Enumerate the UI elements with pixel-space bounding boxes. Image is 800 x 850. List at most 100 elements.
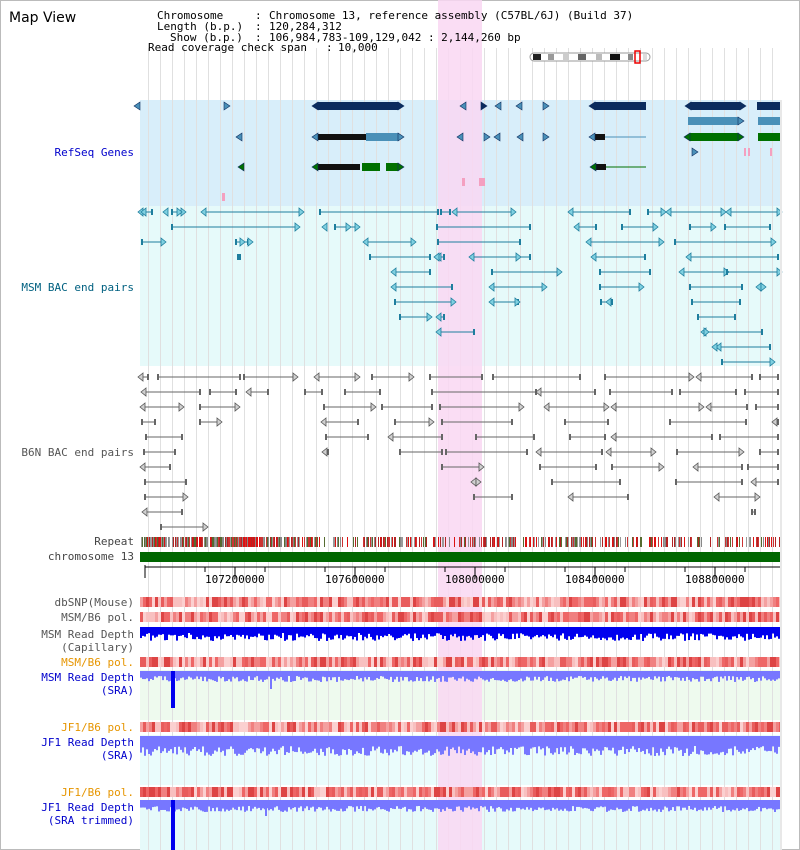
msm-b6-pol-cell xyxy=(227,612,230,622)
gene-arrow xyxy=(516,132,524,142)
msm-b6-pol-cell xyxy=(620,612,623,622)
track-label-jf1-b6-pol-2[interactable]: JF1/B6 pol. xyxy=(61,786,134,799)
jf1-sra-depth-bar xyxy=(638,736,640,749)
msm-sra-depth-bar xyxy=(620,671,622,677)
track-label-jf1-b6-pol-1[interactable]: JF1/B6 pol. xyxy=(61,721,134,734)
msm-sra-depth-bar xyxy=(778,671,780,679)
msm-capillary-depth-bar xyxy=(386,627,388,637)
jf1-trim-depth-bar xyxy=(638,800,640,812)
track-label-jf1-read-depth-trim[interactable]: JF1 Read Depth (SRA trimmed) xyxy=(41,801,134,827)
dbsnp-cell xyxy=(761,597,764,607)
jf1-sra-depth-bar xyxy=(708,736,710,755)
repeat-mark xyxy=(758,537,759,547)
msm-sra-depth-bar xyxy=(606,671,608,678)
msm-sra-depth-bar xyxy=(140,671,142,678)
msm-b6-pol-cell xyxy=(188,612,191,622)
track-label-refseq[interactable]: RefSeq Genes xyxy=(54,146,134,159)
msm-b6-pol-sra-cell xyxy=(650,657,653,667)
msm-b6-pol-cell xyxy=(149,612,152,622)
msm-capillary-depth-bar xyxy=(510,627,512,640)
jf1-trim-depth-bar xyxy=(196,800,198,808)
track-label-msm-read-depth-sra[interactable]: MSM Read Depth (SRA) xyxy=(41,671,134,697)
msm-capillary-depth-bar xyxy=(402,627,404,636)
msm-bac-arrow xyxy=(176,207,183,217)
jf1-b6-pol-trim-cell xyxy=(668,787,671,797)
repeat-mark xyxy=(625,537,626,547)
track-label-msm-bac[interactable]: MSM BAC end pairs xyxy=(21,281,134,294)
jf1-b6-pol-trim-cell xyxy=(380,787,383,797)
jf1-trim-depth-bar xyxy=(258,800,260,808)
msm-capillary-depth-bar xyxy=(168,627,170,635)
track-label-chromosome[interactable]: chromosome 13 xyxy=(47,550,134,563)
jf1-b6-pol-cell xyxy=(371,722,374,732)
msm-sra-depth-bar xyxy=(192,671,194,680)
msm-capillary-depth-bar xyxy=(442,627,444,640)
dbsnp-cell xyxy=(383,597,386,607)
jf1-b6-pol-trim-cell xyxy=(728,787,731,797)
msm-b6-pol-sra-cell xyxy=(731,657,734,667)
jf1-sra-depth-bar xyxy=(170,736,172,750)
dbsnp-cell xyxy=(749,597,752,607)
msm-sra-depth-bar xyxy=(398,671,400,682)
repeat-mark xyxy=(461,537,462,547)
msm-b6-pol-cell xyxy=(596,612,599,622)
jf1-b6-pol-trim-cell xyxy=(206,787,209,797)
msm-capillary-depth-bar xyxy=(692,627,694,634)
track-label-jf1-read-depth-sra[interactable]: JF1 Read Depth (SRA) xyxy=(41,736,134,762)
jf1-b6-pol-trim-cell xyxy=(725,787,728,797)
repeat-mark xyxy=(605,537,606,547)
repeat-mark xyxy=(289,537,290,547)
jf1-sra-depth-bar xyxy=(656,736,658,753)
length-label: Length (b.p.) xyxy=(157,20,244,33)
jf1-trim-depth-bar xyxy=(484,800,486,807)
msm-b6-pol-sra-cell xyxy=(617,657,620,667)
jf1-sra-depth-bar xyxy=(368,736,370,756)
jf1-b6-pol-cell xyxy=(386,722,389,732)
msm-b6-pol-cell xyxy=(635,612,638,622)
jf1-sra-depth-bar xyxy=(400,736,402,747)
jf1-sra-depth-bar xyxy=(176,736,178,755)
track-label-repeat[interactable]: Repeat xyxy=(94,535,134,548)
msm-capillary-depth-bar xyxy=(548,627,550,635)
msm-b6-pol-cell xyxy=(431,612,434,622)
jf1-sra-depth-bar xyxy=(278,736,280,750)
jf1-trim-depth-bar xyxy=(300,800,302,807)
jf1-b6-pol-cell xyxy=(662,722,665,732)
jf1-trim-depth-bar xyxy=(714,800,716,807)
msm-capillary-depth-bar xyxy=(158,627,160,635)
repeat-mark xyxy=(767,537,768,547)
jf1-trim-depth-bar xyxy=(448,800,450,809)
msm-sra-depth-bar xyxy=(168,671,170,682)
track-label-msm-read-depth-cap[interactable]: MSM Read Depth (Capillary) xyxy=(41,628,134,654)
dbsnp-cell xyxy=(614,597,617,607)
msm-capillary-depth-bar xyxy=(732,627,734,637)
msm-capillary-depth-bar xyxy=(534,627,536,637)
track-label-b6n-bac[interactable]: B6N BAC end pairs xyxy=(21,446,134,459)
gene-arrow xyxy=(494,101,502,111)
msm-b6-pol-cell xyxy=(455,612,458,622)
track-label-dbsnp[interactable]: dbSNP(Mouse) xyxy=(54,596,134,609)
jf1-trim-depth-bar xyxy=(626,800,628,811)
jf1-sra-depth-bar xyxy=(492,736,494,747)
repeat-mark xyxy=(279,537,280,547)
msm-b6-pol-cell xyxy=(248,612,251,622)
msm-b6-pol-cell xyxy=(440,612,443,622)
msm-b6-pol-cell xyxy=(239,612,242,622)
msm-capillary-depth-bar xyxy=(286,627,288,640)
dbsnp-cell xyxy=(656,597,659,607)
msm-b6-pol-sra-cell xyxy=(428,657,431,667)
jf1-b6-pol-trim-cell xyxy=(353,787,356,797)
gene-arrow xyxy=(397,162,405,172)
track-label-msm-b6-pol-1[interactable]: MSM/B6 pol. xyxy=(61,611,134,624)
jf1-trim-depth-bar xyxy=(474,800,476,809)
msm-b6-pol-cell xyxy=(740,612,743,622)
msm-sra-depth-bar xyxy=(424,671,426,682)
msm-capillary-depth-bar xyxy=(650,627,652,634)
repeat-mark xyxy=(299,537,300,547)
msm-b6-pol-sra-cell xyxy=(485,657,488,667)
msm-sra-depth-bar xyxy=(562,671,564,680)
msm-sra-depth-bar xyxy=(220,671,222,679)
msm-b6-pol-sra-cell xyxy=(221,657,224,667)
track-label-msm-b6-pol-2[interactable]: MSM/B6 pol. xyxy=(61,656,134,669)
